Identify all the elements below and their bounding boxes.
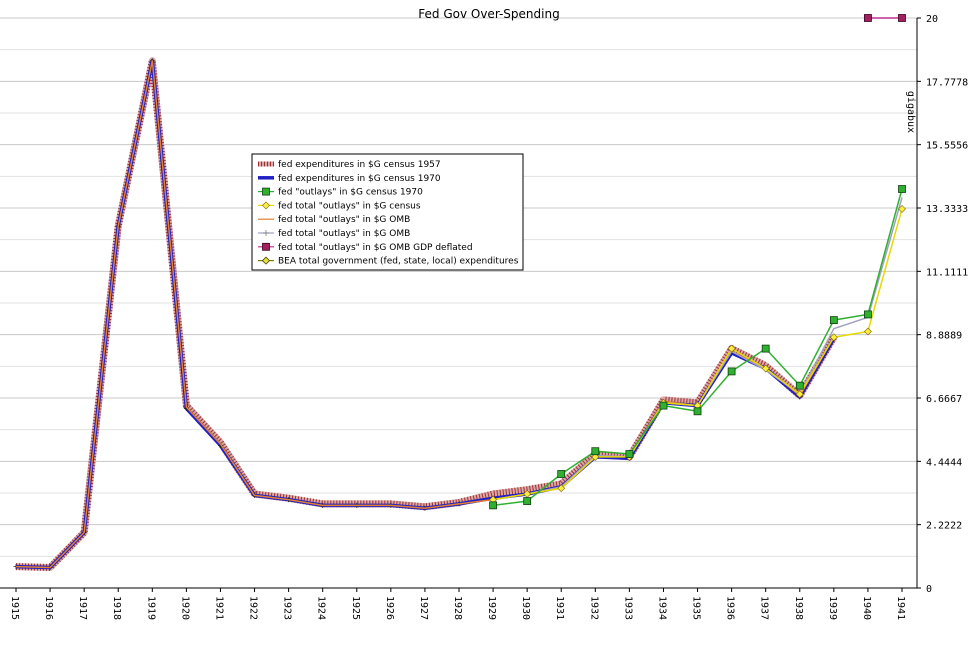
legend-label: fed "outlays" in $G census 1970 [278,188,423,198]
legend-marker [263,230,269,236]
data-point [761,364,770,373]
y-tick-label: 17.7778 [926,77,968,88]
x-tick-label: 1934 [656,596,667,620]
legend-label: fed expenditures in $G census 1957 [278,160,441,170]
data-point [523,497,532,505]
x-tick-label: 1932 [588,596,599,620]
y-tick-label: 6.6667 [926,394,962,405]
x-tick-label: 1935 [691,596,702,620]
legend-item: fed total "outlays" in $G OMB [258,215,410,225]
legend-item: fed total "outlays" in $G OMB [258,229,410,239]
x-tick-label: 1940 [861,596,872,620]
y-tick-label: 15.5556 [926,141,968,152]
legend-label: fed total "outlays" in $G OMB [278,215,410,225]
legend-item: fed "outlays" in $G census 1970 [258,188,423,198]
y-tick-label: 13.3333 [926,204,968,215]
x-tick-label: 1927 [418,596,429,620]
legend-marker [262,201,270,210]
data-point [898,185,906,193]
data-point [864,14,872,22]
x-tick-label: 1916 [43,596,54,620]
series-layer [13,14,906,571]
legend-item: fed expenditures in $G census 1970 [258,174,441,184]
legend-item: fed total "outlays" in $G OMB GDP deflat… [258,243,473,253]
y-tick-label: 8.8889 [926,331,962,342]
legend: fed expenditures in $G census 1957 fed ex… [251,153,524,271]
legend-marker [262,242,270,251]
x-tick-label: 1915 [9,596,20,620]
x-tick-label: 1919 [145,596,156,620]
legend-label: fed expenditures in $G census 1970 [278,174,441,184]
series-2 [489,185,906,510]
x-tick-label: 1929 [486,596,497,620]
x-tick-label: 1939 [827,596,838,620]
chart-title: Fed Gov Over-Spending [418,7,559,21]
legend-box [251,153,524,271]
data-point [591,452,600,461]
x-tick-label: 1918 [111,596,122,620]
legend-marker [262,187,270,196]
x-tick-label: 1931 [554,596,565,620]
x-tick-label: 1930 [520,596,531,620]
x-tick-label: 1941 [895,596,906,620]
y-tick-label: 4.4444 [926,457,962,468]
x-tick-label: 1937 [759,596,770,620]
legend-item: fed expenditures in $G census 1957 [258,160,441,170]
data-point [795,381,804,390]
data-point [591,447,600,456]
y-tick-label: 11.1111 [926,267,968,278]
data-point [489,501,497,510]
data-point [557,484,566,493]
x-tick-label: 1926 [384,596,395,620]
data-point [625,450,634,458]
data-point [557,470,566,478]
y-axis-label: gigabux [905,91,916,133]
x-tick-label: 1938 [793,596,804,620]
legend-item: BEA total government (fed, state, local)… [258,256,519,267]
x-tick-label: 1923 [282,596,293,620]
x-tick-label: 1921 [213,596,224,620]
x-tick-label: 1920 [179,596,190,620]
legend-label: fed total "outlays" in $G OMB [278,229,410,239]
x-tick-label: 1924 [316,596,327,620]
legend-label: fed total "outlays" in $G OMB GDP deflat… [278,243,473,253]
data-point [829,333,838,342]
x-tick-label: 1922 [248,596,259,620]
data-point [829,316,838,325]
x-tick-label: 1925 [350,596,361,620]
x-tick-label: 1936 [725,596,736,620]
data-point [693,407,702,416]
y-tick-label: 20 [926,14,938,25]
x-tick-label: 1917 [77,596,88,620]
data-point [659,401,668,410]
series-6 [864,14,906,22]
data-point [761,344,770,353]
y-tick-label: 0 [926,584,932,595]
data-point [864,310,872,319]
legend-label: fed total "outlays" in $G census [278,201,421,211]
data-point [898,14,906,22]
legend-item: fed total "outlays" in $G census [258,201,421,211]
data-point [795,390,804,399]
data-point [898,205,906,213]
legend-label: BEA total government (fed, state, local)… [278,257,519,267]
data-point [727,344,736,353]
legend-marker [261,256,271,265]
data-point [727,367,736,376]
data-point [863,327,872,336]
grid-layer [0,17,917,589]
axis-layer: 0 2.2222 4.4444 6.6667 8.8889 11.1111 13.3333 1… [0,14,968,620]
x-tick-label: 1933 [622,596,633,620]
x-tick-label: 1928 [452,596,463,620]
y-tick-label: 2.2222 [926,521,962,532]
